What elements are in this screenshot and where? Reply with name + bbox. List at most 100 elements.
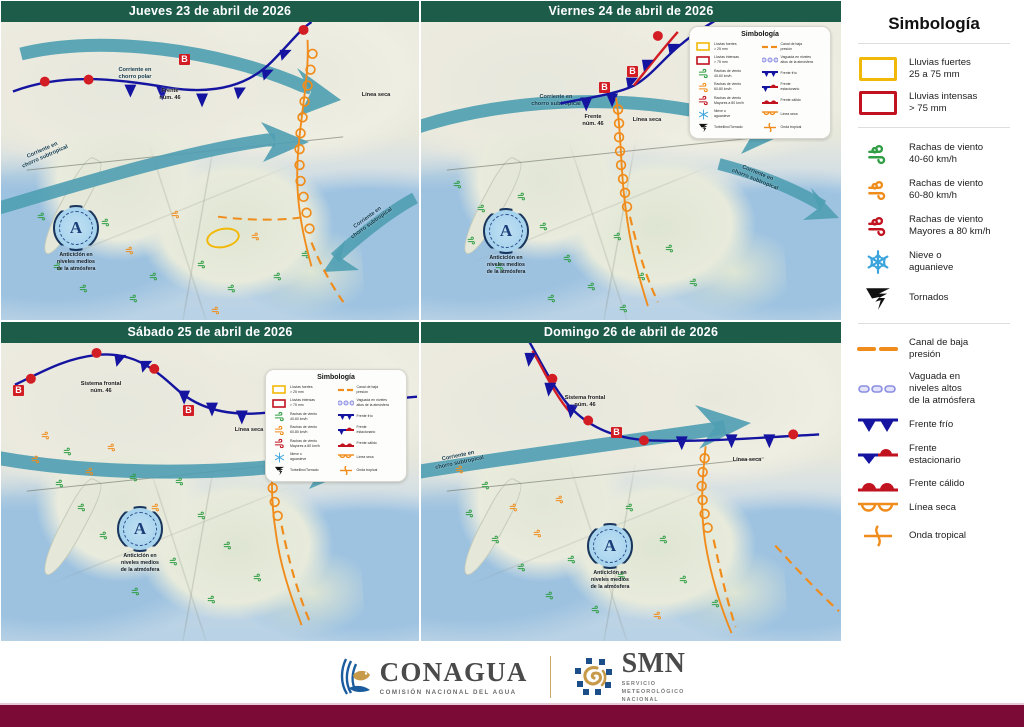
low-pressure-marker[interactable]: B: [599, 82, 610, 93]
legend-item-rachas-60-80[interactable]: Rachas de viento 60-80 km/h: [854, 172, 1014, 208]
inset-legend-item[interactable]: Vaguada en niveles altos de la atmósfera: [337, 398, 402, 409]
trough-dashed-icon: [761, 41, 778, 52]
legend-item-lluvias-intensas[interactable]: Lluvias intensas > 75 mm: [854, 86, 1014, 120]
panel-friday-title: Viernes 24 de abril de 2026: [421, 1, 841, 22]
inset-legend-item[interactable]: Nieve o aguanieve: [695, 108, 759, 120]
smn-subtitle: SERVICIO METEOROLÓGICO NACIONAL: [621, 680, 685, 704]
legend-item-linea-seca[interactable]: Línea seca: [854, 496, 1014, 520]
inset-legend-label: Canal de baja presión: [356, 384, 379, 394]
anticyclone-marker[interactable]: A Anticiclón en niveles medios de la atm…: [49, 207, 103, 273]
subtropical-jet-arrow: [421, 401, 829, 531]
inset-legend-label: Frente estacionario: [780, 82, 800, 91]
wind-gust-red-icon: [856, 213, 900, 239]
inset-legend-item[interactable]: Onda tropical: [338, 465, 402, 476]
inset-legend[interactable]: Simbología Lluvias fuertes > 25 mm Lluvi…: [689, 26, 831, 139]
wind-gust-green-icon: [563, 254, 572, 263]
low-pressure-marker-2[interactable]: B: [183, 405, 194, 416]
low-pressure-marker-2[interactable]: B: [627, 66, 638, 77]
legend-item-tornados[interactable]: Tornados: [854, 280, 1014, 316]
inset-legend-item[interactable]: Frente frío: [761, 68, 826, 79]
legend-item-label: Frente cálido: [909, 477, 965, 489]
inset-legend[interactable]: Simbología Lluvias fuertes > 25 mm Lluvi…: [265, 369, 407, 482]
inset-legend-item[interactable]: Rachas de viento 40-60 km/h: [695, 68, 759, 79]
legend-item-onda-tropical[interactable]: Onda tropical: [854, 520, 1014, 552]
legend-item-frente-calido[interactable]: Frente cálido: [854, 472, 1014, 496]
inset-legend-item[interactable]: Frente estacionario: [337, 425, 402, 436]
rain-box-yellow-icon: [271, 384, 287, 395]
panel-friday[interactable]: Viernes 24 de abril de 2026 Corriente en…: [420, 0, 842, 321]
inset-legend-item[interactable]: Rachas de viento Mayores a 80 km/h: [271, 438, 335, 449]
state-boundaries: [421, 343, 841, 641]
panel-sunday-title: Domingo 26 de abril de 2026: [421, 322, 841, 343]
panel-saturday[interactable]: Sábado 25 de abril de 2026 Corriente en …: [0, 321, 420, 642]
legend-item-rachas-mayores-80[interactable]: Rachas de viento Mayores a 80 km/h: [854, 208, 1014, 244]
inset-legend-item[interactable]: Frente estacionario: [761, 82, 826, 93]
warm-front-icon: [761, 95, 778, 106]
low-pressure-marker[interactable]: B: [13, 385, 24, 396]
front-layer: [421, 343, 841, 641]
inset-legend-item[interactable]: Rachas de viento 60-80 km/h: [695, 82, 759, 93]
anticyclone-symbol: A: [603, 536, 617, 555]
inset-legend-item[interactable]: Frente cálido: [761, 95, 826, 106]
panel-friday-map[interactable]: Corriente en chorro subtropical Corrient…: [421, 22, 841, 320]
inset-legend-item[interactable]: Lluvias intensas > 75 mm: [695, 55, 759, 66]
inset-legend-item[interactable]: Rachas de viento 60-80 km/h: [271, 425, 335, 436]
inset-legend-label: Canal de baja presión: [780, 41, 803, 51]
panel-sunday[interactable]: Domingo 26 de abril de 2026 Corriente en…: [420, 321, 842, 642]
wind-gust-green-icon: [223, 541, 232, 550]
front-layer: [1, 343, 419, 641]
wind-gust-orange-icon: [695, 82, 711, 93]
inset-legend-item[interactable]: Canal de baja presión: [761, 41, 826, 52]
inset-legend-item[interactable]: Lluvias fuertes > 25 mm: [695, 41, 759, 52]
inset-legend-item[interactable]: Torbellino/Tornado: [271, 465, 335, 476]
legend-item-lluvias-fuertes[interactable]: Lluvias fuertes 25 a 75 mm: [854, 52, 1014, 86]
subtropical-jet-arrow-2: [713, 154, 841, 234]
panel-thursday-map[interactable]: Corriente en chorro polar Corriente en c…: [1, 22, 419, 320]
panel-saturday-map[interactable]: Corriente en chorro subtropical: [1, 343, 419, 641]
legend-item-frente-frio[interactable]: Frente frío: [854, 412, 1014, 438]
inset-legend-item[interactable]: Nieve o aguanieve: [271, 451, 335, 463]
panel-thursday[interactable]: Jueves 23 de abril de 2026 Corriente en …: [0, 0, 420, 321]
warm-front-icon: [856, 477, 900, 492]
inset-legend-label: Rachas de viento 40-60 km/h: [290, 411, 318, 421]
main-legend-panel[interactable]: Simbología Lluvias fuertes 25 a 75 mm Ll…: [842, 0, 1024, 642]
inset-legend-item[interactable]: Frente frío: [337, 411, 402, 422]
legend-item-rachas-40-60[interactable]: Rachas de viento 40-60 km/h: [854, 136, 1014, 172]
front-layer: [421, 22, 841, 320]
legend-item-canal-baja-presion[interactable]: Canal de baja presión: [854, 332, 1014, 366]
legend-item-nieve[interactable]: Nieve o aguanieve: [854, 244, 1014, 280]
inset-legend-item[interactable]: Rachas de viento 40-60 km/h: [271, 411, 335, 422]
inset-legend-item[interactable]: Canal de baja presión: [337, 384, 402, 395]
wind-gust-orange-icon: [856, 177, 900, 203]
inset-legend-item[interactable]: Línea seca: [337, 452, 402, 463]
smn-name: SMN: [621, 647, 686, 679]
inset-legend-item[interactable]: Lluvias intensas > 75 mm: [271, 398, 335, 409]
legend-item-vaguada[interactable]: Vaguada en niveles altos de la atmósfera: [854, 366, 1014, 412]
legend-divider: [858, 127, 1010, 128]
anticyclone-disc: A: [485, 210, 527, 252]
wind-gust-green-icon: [175, 477, 184, 486]
inset-legend-label: Onda tropical: [780, 125, 802, 130]
wind-gust-green-icon: [567, 555, 576, 564]
inset-legend-item[interactable]: Onda tropical: [762, 122, 826, 133]
low-pressure-marker[interactable]: B: [611, 427, 622, 438]
anticyclone-marker[interactable]: A Anticiclón en niveles medios de la atm…: [113, 508, 167, 574]
tropical-wave-icon: [762, 122, 778, 133]
anticyclone-marker[interactable]: A Anticiclón en niveles medios de la atm…: [583, 525, 637, 591]
conagua-logo[interactable]: CONAGUA COMISIÓN NACIONAL DEL AGUA: [339, 657, 528, 697]
polar-jet-label: Corriente en chorro polar: [118, 67, 152, 80]
inset-legend-item[interactable]: Lluvias fuertes > 25 mm: [271, 384, 335, 395]
inset-legend-item[interactable]: Frente cálido: [337, 438, 402, 449]
anticyclone-marker[interactable]: A Anticiclón en niveles medios de la atm…: [479, 210, 533, 276]
inset-legend-item[interactable]: Vaguada en niveles altos de la atmósfera: [761, 55, 826, 66]
inset-legend-item[interactable]: Rachas de viento Mayores a 80 km/h: [695, 95, 759, 106]
wind-gust-green-icon: [129, 473, 138, 482]
low-pressure-marker[interactable]: B: [179, 54, 190, 65]
inset-legend-label: Vaguada en niveles altos de la atmósfera: [780, 55, 814, 64]
inset-legend-item[interactable]: Torbellino/Tornado: [695, 122, 759, 133]
smn-logo[interactable]: SMN SERVICIO METEOROLÓGICO NACIONAL: [573, 647, 686, 704]
panel-sunday-map[interactable]: Corriente en chorro subtropical: [421, 343, 841, 641]
inset-legend-item[interactable]: Línea seca: [761, 109, 826, 120]
legend-item-frente-estacionario[interactable]: Frente estacionario: [854, 438, 1014, 472]
cold-front-icon: [761, 68, 778, 79]
